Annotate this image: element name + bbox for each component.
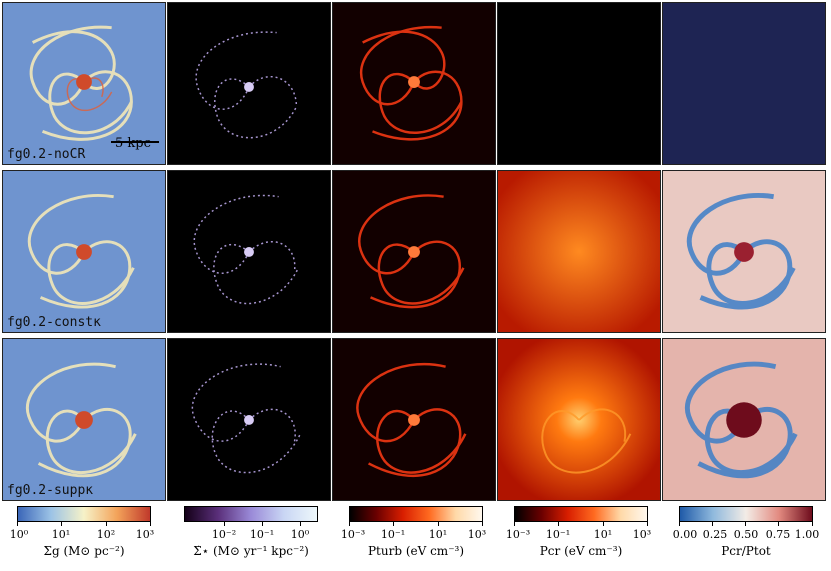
tick-label: 10⁻³ (340, 528, 366, 541)
tick-label: 0.00 (672, 528, 698, 541)
colorbar-turb: 10⁻³ 10⁻¹ 10¹ 10³ Pturb (eV cm⁻³) (341, 506, 487, 566)
colorbar-gradient (17, 506, 151, 522)
scale-label: 5 kpc (115, 136, 151, 151)
sfr-spiral-image (168, 3, 330, 164)
gas-spiral-image (3, 339, 165, 500)
gas-spiral-image (3, 171, 165, 332)
gas-surface-density-panel: fg0.2-suppκ (2, 338, 166, 501)
row-label: fg0.2-constκ (7, 315, 101, 330)
row-label: fg0.2-noCR (7, 147, 86, 162)
colorbar-title: Pturb (eV cm⁻³) (367, 544, 465, 558)
tick-label: 10³ (467, 528, 487, 541)
tick-label: 10¹ (428, 528, 448, 541)
tick-label: 0.25 (702, 528, 728, 541)
pressure-ratio-image (663, 339, 825, 500)
sfr-panel (167, 170, 331, 333)
tick-label: 10⁰ (9, 528, 29, 541)
scale-bar (111, 141, 159, 143)
colorbar-title: Pcr (eV cm⁻³) (539, 544, 623, 558)
tick-label: 10⁰ (290, 528, 310, 541)
colorbar-title: Σ̇⋆ (M⊙ yr⁻¹ kpc⁻²) (193, 544, 309, 558)
cr-pressure-image (498, 339, 660, 500)
colorbar-gas: 10⁰ 10¹ 10² 10³ Σg (M⊙ pc⁻²) (10, 506, 155, 566)
tick-label: 0.50 (733, 528, 759, 541)
tick-label: 10⁻³ (505, 528, 531, 541)
figure-grid: 5 kpc fg0.2-noCR (0, 2, 831, 501)
pressure-ratio-panel (662, 170, 826, 333)
sfr-spiral-image (168, 339, 330, 500)
tick-label: 10³ (632, 528, 652, 541)
colorbar-gradient (184, 506, 318, 522)
sfr-panel (167, 2, 331, 165)
gas-surface-density-panel: fg0.2-constκ (2, 170, 166, 333)
sfr-spiral-image (168, 171, 330, 332)
turbulent-pressure-panel (332, 338, 496, 501)
cr-pressure-panel-empty (497, 2, 661, 165)
cr-pressure-image (498, 171, 660, 332)
row-label: fg0.2-suppκ (7, 483, 94, 498)
gas-surface-density-panel: 5 kpc fg0.2-noCR (2, 2, 166, 165)
tick-label: 10⁻² (211, 528, 237, 541)
tick-label: 10³ (135, 528, 155, 541)
tick-label: 10⁻¹ (545, 528, 571, 541)
sfr-panel (167, 338, 331, 501)
colorbar-sfr: 10⁻² 10⁻¹ 10⁰ Σ̇⋆ (M⊙ yr⁻¹ kpc⁻²) (184, 506, 318, 566)
cr-pressure-panel (497, 170, 661, 333)
tick-label: 1.00 (794, 528, 820, 541)
tick-label: 0.75 (765, 528, 791, 541)
pressure-ratio-panel-empty (662, 2, 826, 165)
gas-spiral-image (3, 3, 165, 164)
colorbar-cr: 10⁻³ 10⁻¹ 10¹ 10³ Pcr (eV cm⁻³) (506, 506, 652, 566)
row-constk: fg0.2-constκ (0, 170, 831, 333)
pressure-ratio-image (663, 171, 825, 332)
tick-label: 10⁻¹ (249, 528, 275, 541)
turb-spiral-image (333, 339, 495, 500)
cr-pressure-panel (497, 338, 661, 501)
colorbar-ratio: 0.00 0.25 0.50 0.75 1.00 Pcr/Ptot (673, 506, 819, 566)
turb-spiral-image (333, 3, 495, 164)
colorbar-gradient (679, 506, 813, 522)
tick-label: 10¹ (593, 528, 613, 541)
colorbar-gradient (514, 506, 648, 522)
turbulent-pressure-panel (332, 170, 496, 333)
row-nocr: 5 kpc fg0.2-noCR (0, 2, 831, 165)
colorbar-title: Σg (M⊙ pc⁻²) (43, 544, 125, 558)
tick-label: 10² (96, 528, 116, 541)
tick-label: 10⁻¹ (380, 528, 406, 541)
turb-spiral-image (333, 171, 495, 332)
colorbar-title: Pcr/Ptot (721, 544, 771, 558)
row-suppk: fg0.2-suppκ (0, 338, 831, 501)
turbulent-pressure-panel (332, 2, 496, 165)
pressure-ratio-panel (662, 338, 826, 501)
colorbar-gradient (349, 506, 483, 522)
tick-label: 10¹ (51, 528, 71, 541)
